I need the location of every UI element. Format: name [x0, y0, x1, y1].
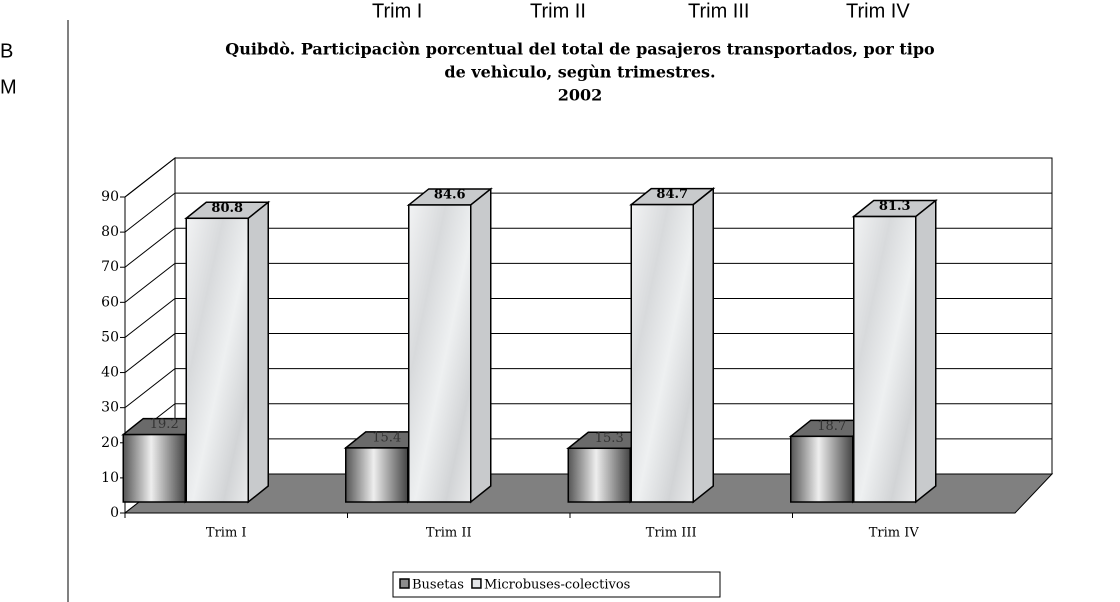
legend-box — [392, 571, 721, 598]
bar — [629, 187, 716, 504]
legend-label: Busetas — [412, 578, 464, 593]
grid-line — [124, 333, 1052, 373]
grid-line — [124, 157, 1052, 198]
data-label: 81.3 — [879, 199, 911, 214]
bar-front — [345, 447, 409, 503]
bar-front — [853, 215, 917, 503]
y-tick-label: 60 — [101, 294, 119, 310]
bar-front — [408, 204, 472, 503]
data-label: 18.7 — [817, 419, 846, 434]
y-tick-label: 80 — [101, 224, 119, 240]
data-label: 15.4 — [372, 430, 401, 445]
bar — [184, 200, 271, 504]
data-label: 80.8 — [211, 201, 243, 216]
grid-line — [124, 368, 1052, 409]
x-tick-label: Trim I — [206, 526, 247, 541]
x-tick-label: Trim III — [646, 526, 697, 541]
y-tick-label: 90 — [101, 189, 119, 205]
bar-side — [915, 198, 937, 504]
background-cell: B — [0, 40, 13, 62]
bar-front — [122, 433, 186, 503]
legend-swatch — [399, 578, 410, 589]
y-tick-label: 30 — [101, 400, 119, 416]
background-cell: Trim I — [372, 0, 422, 22]
background-cell: M — [0, 76, 17, 98]
grid-line — [124, 192, 1052, 233]
y-tick-label: 40 — [101, 365, 119, 381]
bar — [406, 187, 493, 504]
y-tick-label: 0 — [110, 505, 119, 521]
bar-side — [247, 200, 269, 504]
background-cell: Trim IV — [846, 0, 910, 22]
y-tick-label: 50 — [101, 329, 119, 345]
chart-title: Quibdò. Participaciòn porcentual del tot… — [225, 40, 935, 59]
data-label: 84.6 — [434, 187, 466, 202]
grid-line — [124, 297, 1052, 338]
chart-subtitle: 2002 — [558, 86, 603, 105]
data-label: 84.7 — [656, 187, 688, 202]
bar-front — [185, 217, 249, 503]
legend-label: Microbuses-colectivos — [484, 578, 630, 593]
grid-line — [124, 227, 1052, 268]
y-tick-label: 20 — [101, 435, 119, 451]
bar-front — [630, 203, 694, 503]
bar — [851, 198, 938, 504]
grid-line — [124, 262, 1052, 303]
x-tick-label: Trim II — [426, 526, 472, 541]
background-cell: Trim II — [530, 0, 586, 22]
background-cell: Trim III — [688, 0, 749, 22]
legend: Busetas Microbuses-colectivos — [392, 571, 721, 598]
bar-front — [567, 447, 631, 503]
data-label: 15.3 — [595, 431, 624, 446]
x-tick-label: Trim IV — [869, 526, 920, 541]
bar-side — [692, 187, 714, 504]
bar-side — [470, 187, 492, 504]
chart-title: de vehìculo, segùn trimestres. — [444, 63, 715, 82]
y-tick-label: 70 — [101, 259, 119, 275]
y-tick-label: 10 — [101, 470, 119, 486]
bar-front — [790, 435, 854, 503]
data-label: 19.2 — [150, 417, 179, 432]
legend-swatch — [471, 578, 482, 589]
